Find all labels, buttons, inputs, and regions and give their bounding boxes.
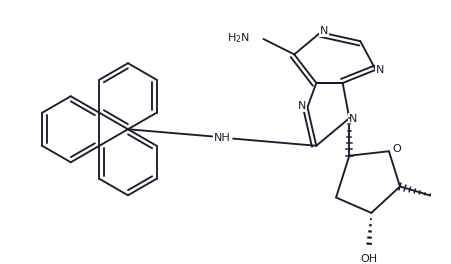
Text: O: O: [391, 144, 400, 154]
Text: N: N: [297, 101, 305, 111]
Text: H$_2$N: H$_2$N: [227, 31, 250, 45]
Text: N: N: [319, 26, 327, 36]
Text: N: N: [348, 114, 356, 124]
Text: OH: OH: [360, 254, 377, 264]
Text: NH: NH: [213, 133, 230, 143]
Text: N: N: [375, 65, 383, 75]
